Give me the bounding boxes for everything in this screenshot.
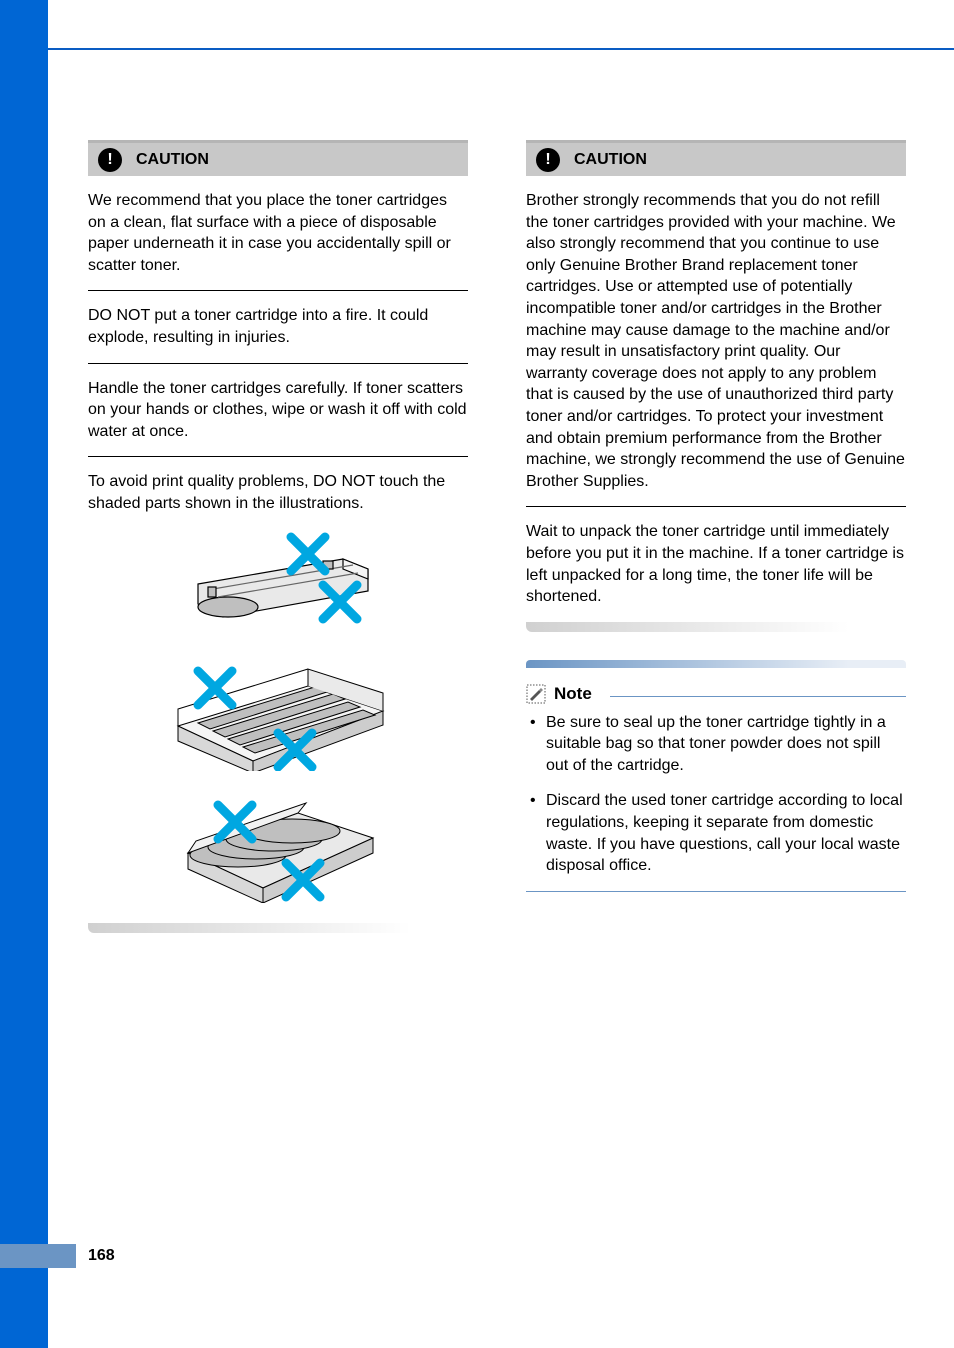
drum-unit-assembly-illustration	[168, 783, 388, 903]
caution-box-right: ! CAUTION Brother strongly recommends th…	[526, 140, 906, 632]
page-number: 168	[88, 1244, 115, 1268]
note-pencil-icon	[526, 684, 546, 704]
two-column-layout: ! CAUTION We recommend that you place th…	[88, 140, 906, 933]
note-title: Note	[554, 684, 592, 704]
caution-footer-rule	[526, 622, 906, 632]
note-header: Note	[526, 684, 906, 704]
caution-title: CAUTION	[574, 151, 647, 169]
note-header-line	[610, 696, 906, 697]
caution-paragraph: To avoid print quality problems, DO NOT …	[88, 471, 468, 514]
caution-paragraph: Brother strongly recommends that you do …	[526, 190, 906, 492]
caution-paragraph: We recommend that you place the toner ca…	[88, 190, 468, 276]
drum-unit-open-illustration	[158, 641, 398, 771]
caution-footer-rule	[88, 923, 468, 933]
note-bottom-rule	[526, 891, 906, 892]
page-number-strip	[0, 1244, 76, 1268]
section-tab	[0, 0, 48, 1348]
divider	[88, 456, 468, 457]
caution-icon: !	[98, 148, 122, 172]
caution-header: ! CAUTION	[526, 140, 906, 176]
caution-body: We recommend that you place the toner ca…	[88, 176, 468, 919]
note-box: Note Be sure to seal up the toner cartri…	[526, 660, 906, 892]
divider	[88, 363, 468, 364]
right-column: ! CAUTION Brother strongly recommends th…	[526, 140, 906, 933]
caution-paragraph: DO NOT put a toner cartridge into a fire…	[88, 305, 468, 348]
illustration-block	[88, 515, 468, 909]
caution-body: Brother strongly recommends that you do …	[526, 176, 906, 618]
toner-cartridge-illustration	[173, 529, 383, 629]
note-item: Discard the used toner cartridge accordi…	[530, 790, 906, 876]
caution-paragraph: Wait to unpack the toner cartridge until…	[526, 521, 906, 607]
left-column: ! CAUTION We recommend that you place th…	[88, 140, 468, 933]
caution-title: CAUTION	[136, 151, 209, 169]
note-top-rule	[526, 660, 906, 668]
divider	[88, 290, 468, 291]
caution-box-left: ! CAUTION We recommend that you place th…	[88, 140, 468, 933]
note-item: Be sure to seal up the toner cartridge t…	[530, 712, 906, 777]
caution-paragraph: Handle the toner cartridges carefully. I…	[88, 378, 468, 443]
note-list: Be sure to seal up the toner cartridge t…	[526, 712, 906, 877]
caution-icon: !	[536, 148, 560, 172]
caution-header: ! CAUTION	[88, 140, 468, 176]
divider	[526, 506, 906, 507]
page-content: ! CAUTION We recommend that you place th…	[48, 50, 954, 1348]
